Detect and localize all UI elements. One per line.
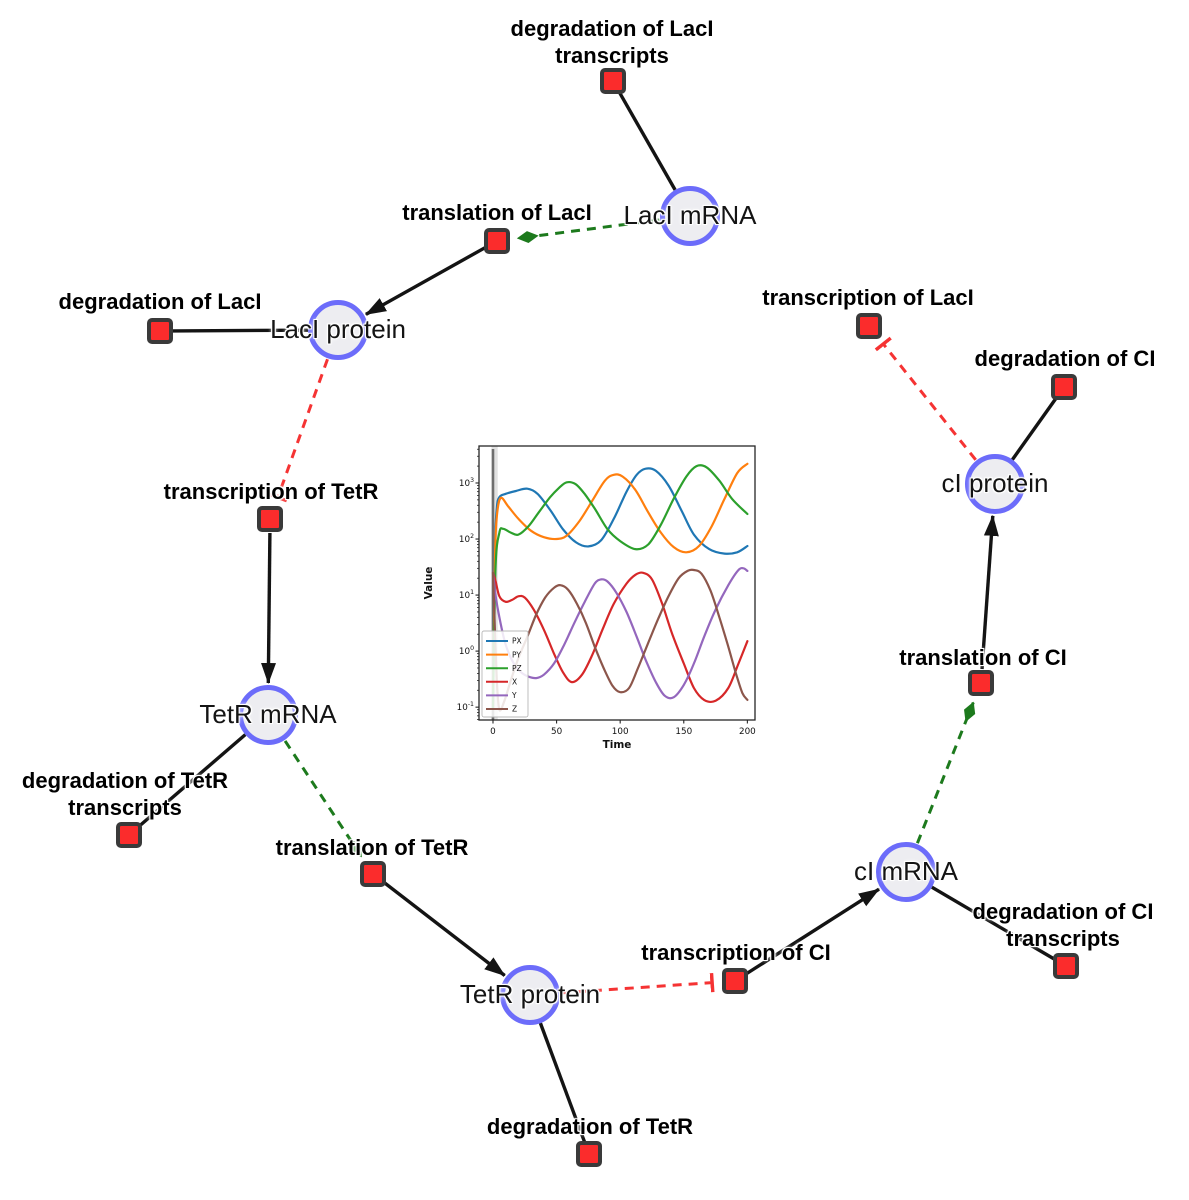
plot-legend: PX PY PZ XYZ: [481, 630, 529, 718]
reaction-label-deg-ci: degradation of CI: [974, 345, 1156, 371]
plot-frame: [478, 445, 756, 721]
legend-label-PZ: PZ: [512, 664, 522, 673]
reaction-node-txn-tetr[interactable]: [257, 506, 283, 532]
y-tick-label: 102: [459, 533, 474, 545]
edge-consumption: [617, 91, 677, 191]
x-tick-label: 0: [490, 727, 496, 737]
edge-consumption: [931, 885, 1056, 961]
edge-modifier: [516, 218, 660, 243]
species-node-tetr-protein[interactable]: [500, 965, 560, 1025]
species-node-ci-protein[interactable]: [965, 454, 1025, 514]
plot-series-PY: [491, 462, 749, 709]
edge-modifier: [916, 701, 976, 844]
species-node-laci-mrna[interactable]: [660, 186, 720, 246]
species-label-tetr-mrna: TetR mRNA: [199, 699, 337, 729]
reaction-node-txn-ci[interactable]: [722, 968, 748, 994]
edge-consumption: [538, 1022, 587, 1143]
species-label-ci-mrna: cI mRNA: [854, 856, 958, 886]
reaction-label-txn-tetr: transcription of TetR: [163, 478, 379, 504]
edge-inhibition: [268, 358, 329, 503]
reaction-label-trl-ci: translation of CI: [899, 644, 1067, 670]
reaction-label-deg-tetr-tx: degradation of TetR transcripts: [21, 768, 229, 820]
legend-label-Y: Y: [511, 691, 517, 700]
reaction-label-trl-laci: translation of LacI: [402, 199, 592, 225]
edge-production: [383, 881, 506, 977]
reaction-label-txn-ci: transcription of CI: [641, 939, 831, 965]
reaction-node-trl-laci[interactable]: [484, 228, 510, 254]
x-tick-label: 200: [739, 727, 756, 737]
edge-consumption: [137, 733, 247, 828]
edge-consumption: [172, 328, 309, 333]
species-node-laci-protein[interactable]: [308, 300, 368, 360]
reaction-node-deg-laci[interactable]: [147, 318, 173, 344]
legend-label-Z: Z: [512, 705, 517, 714]
plot-series-X: [491, 571, 749, 704]
species-label-ci-protein: cI protein: [941, 468, 1049, 498]
reaction-label-deg-tetr: degradation of TetR: [486, 1113, 694, 1139]
legend-label-PX: PX: [512, 637, 522, 646]
species-node-tetr-mrna[interactable]: [238, 685, 298, 745]
edge-production: [365, 246, 486, 316]
y-tick-label: 100: [459, 645, 474, 657]
y-tick-label: 10-1: [457, 701, 474, 713]
x-tick-label: 50: [551, 727, 563, 737]
reaction-label-deg-laci: degradation of LacI: [58, 288, 262, 314]
reaction-node-txn-laci[interactable]: [856, 313, 882, 339]
reaction-label-txn-laci: transcription of LacI: [762, 284, 974, 310]
plot-series-PZ: [491, 464, 749, 709]
legend-label-X: X: [512, 678, 517, 687]
reaction-node-trl-tetr[interactable]: [360, 861, 386, 887]
edge-inhibition: [874, 336, 977, 461]
reaction-node-deg-laci-tx[interactable]: [600, 68, 626, 94]
reaction-node-deg-ci[interactable]: [1051, 374, 1077, 400]
reaction-node-deg-tetr-tx[interactable]: [116, 822, 142, 848]
reaction-label-trl-tetr: translation of TetR: [275, 834, 469, 860]
y-tick-label: 103: [459, 477, 474, 489]
x-tick-label: 150: [675, 727, 692, 737]
species-label-laci-mrna: LacI mRNA: [623, 200, 757, 230]
y-tick-label: 101: [459, 589, 474, 601]
edge-production: [745, 887, 880, 975]
plot-ylabel: Value: [423, 567, 435, 600]
species-label-laci-protein: LacI protein: [270, 314, 406, 344]
x-tick-label: 100: [612, 727, 629, 737]
edge-consumption: [1011, 396, 1058, 461]
legend-label-PY: PY: [512, 650, 521, 659]
edge-production: [980, 514, 999, 670]
reaction-node-deg-tetr[interactable]: [576, 1141, 602, 1167]
species-node-ci-mrna[interactable]: [876, 842, 936, 902]
reaction-node-deg-ci-tx[interactable]: [1053, 953, 1079, 979]
reaction-label-deg-ci-tx: degradation of CI transcripts: [972, 899, 1154, 951]
species-label-tetr-protein: TetR protein: [459, 979, 601, 1009]
reaction-label-deg-laci-tx: degradation of LacI transcripts: [510, 16, 714, 68]
edge-production: [261, 532, 277, 684]
reaction-node-trl-ci[interactable]: [968, 670, 994, 696]
timecourse-plot: 0 50 100 150 200 10-1 100 101 102 103 PX PY PZ XYZ T…: [423, 445, 756, 751]
plot-series-PX: [491, 467, 749, 709]
plot-xlabel: Time: [603, 739, 632, 751]
edge-modifier: [283, 740, 363, 858]
